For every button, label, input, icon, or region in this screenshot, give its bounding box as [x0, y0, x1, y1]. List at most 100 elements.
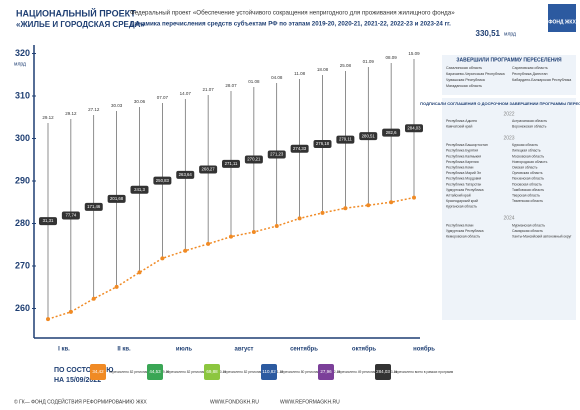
y-tick-label: 290 — [15, 175, 30, 185]
amount: 77,74 — [65, 213, 76, 218]
legend-swatch — [261, 364, 277, 380]
status: ПО СОСТОЯНИЮ — [54, 367, 113, 374]
region: Магаданская область — [446, 84, 482, 88]
point — [137, 270, 142, 275]
amount: 268,27 — [202, 167, 216, 172]
region: Орловская область — [512, 171, 543, 175]
status-date: НА 15/09/2022 — [54, 377, 101, 384]
point — [251, 230, 256, 234]
copyright: © ГК— ФОНД СОДЕЙСТВИЯ РЕФОРМИРОВАНИЮ ЖКХ — [14, 397, 147, 405]
site: WWW.REFORMAGKH.RU — [280, 399, 340, 405]
logo: ФОНД ЖКХ — [548, 19, 576, 25]
amount: 201,68 — [110, 196, 124, 201]
y-tick-label: 270 — [15, 260, 30, 270]
amount-box — [84, 202, 103, 211]
total-unit: млрд — [504, 31, 516, 37]
amount-box — [336, 135, 355, 144]
amount: 280,51 — [362, 133, 376, 138]
amount-box — [267, 150, 286, 159]
region: Самарская область — [512, 229, 543, 233]
region: Республика Коми — [446, 223, 474, 227]
amount-box — [222, 159, 240, 168]
date-label: 21.07 — [202, 87, 214, 92]
date-label: 14.07 — [180, 91, 192, 96]
date-label: 30.03 — [111, 103, 123, 108]
point — [412, 195, 416, 200]
legend-value: 110,82 — [262, 369, 276, 374]
region: Республика Башкортостан — [446, 143, 488, 147]
legend-value: 44,53 — [149, 369, 161, 374]
point — [114, 284, 119, 289]
region: Республика Карелия — [446, 160, 479, 164]
region: Алтайский край — [446, 193, 471, 197]
legend-swatch — [147, 364, 163, 380]
legend-value: 69,88 — [206, 369, 218, 374]
region: Псковская область — [512, 182, 542, 186]
y-label: млрд — [14, 61, 26, 67]
date-label: 18.08 — [317, 67, 329, 72]
amount-box — [382, 128, 401, 137]
amount: 276,18 — [316, 141, 330, 146]
region: Московская область — [512, 154, 544, 158]
legend-value: 34,42 — [92, 369, 104, 374]
region: Республика Калмыкия — [446, 154, 481, 158]
amount-box — [176, 170, 195, 179]
period-label: июль — [176, 347, 192, 353]
amount-box — [107, 194, 126, 203]
panel-title: ЗАВЕРШИЛИ ПРОГРАММУ ПЕРЕСЕЛЕНИЯ — [456, 57, 562, 63]
legend-swatch — [90, 364, 106, 380]
point — [229, 234, 233, 239]
legend-value: 27,96 — [320, 369, 332, 374]
point — [160, 256, 165, 261]
legend-text: перечислено 82 регионам этап 2020-21 — [166, 370, 227, 374]
amount-box — [359, 132, 378, 141]
date-label: 01.08 — [248, 79, 260, 84]
amount-box — [290, 144, 309, 153]
period-label: сентябрь — [290, 346, 318, 353]
region: Республика Адыгея — [446, 119, 477, 123]
region: Республика Дагестан — [512, 72, 548, 76]
point — [389, 200, 394, 205]
title2: «ЖИЛЬЕ И ГОРОДСКАЯ СРЕДА» — [16, 20, 145, 29]
point — [274, 224, 279, 229]
region: Республика Татарстан — [446, 182, 481, 186]
region: Республика Коми — [446, 165, 474, 169]
date-label: 25.08 — [340, 63, 352, 68]
amount: 250,83 — [156, 178, 170, 183]
region: Республика Бурятия — [446, 149, 478, 153]
region: Кабардино-Балкарская Республика — [512, 78, 571, 82]
date-label: 27.12 — [88, 107, 100, 112]
region: Курганская область — [446, 205, 477, 209]
date-label: 29.12 — [65, 111, 77, 116]
region: Тюменская область — [512, 199, 543, 203]
point — [68, 309, 73, 314]
legend-swatch — [375, 364, 391, 380]
y-tick-label: 320 — [15, 48, 30, 58]
early-panel — [442, 98, 576, 320]
legend-text: перечислено 49 регионам этап 2023-24 — [337, 370, 398, 374]
period-label: август — [235, 347, 254, 353]
y-tick-label: 310 — [15, 90, 30, 100]
region: Удмуртская Республика — [446, 188, 484, 192]
region: Тверская область — [512, 193, 540, 197]
amount: 279,11 — [339, 137, 352, 142]
legend-swatch — [204, 364, 220, 380]
date-label: 15.09 — [408, 51, 420, 56]
amount: 270,21 — [247, 157, 261, 162]
date-label: 30.06 — [134, 99, 146, 104]
region: Республика Мордовия — [446, 177, 481, 181]
done-panel — [442, 55, 576, 95]
amount-box — [130, 185, 149, 194]
point — [320, 210, 325, 215]
period-label: I кв. — [58, 347, 70, 353]
amount: 282,6 — [386, 130, 397, 135]
date-label: 07.07 — [157, 95, 169, 100]
region: Карачаево-Черкесская Республика — [446, 72, 505, 76]
region: Мурманская область — [512, 223, 545, 227]
total: 330,51 — [476, 29, 501, 38]
y-tick-label: 300 — [15, 133, 30, 143]
amount-box — [199, 165, 218, 174]
legend-text: перечислено всего в рамках программ — [394, 370, 454, 374]
date-label: 04.08 — [271, 75, 283, 80]
